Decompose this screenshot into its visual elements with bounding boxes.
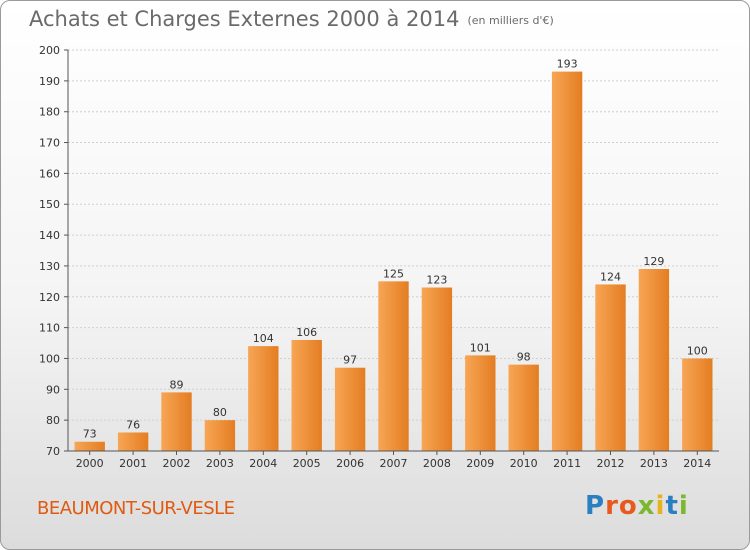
bar <box>465 355 496 451</box>
bar-value-label: 193 <box>557 58 578 71</box>
x-tick-label: 2012 <box>597 457 625 470</box>
bar <box>551 71 583 451</box>
bar <box>161 392 192 451</box>
x-tick-label: 2002 <box>163 457 191 470</box>
y-tick-label: 200 <box>39 44 60 57</box>
y-tick-label: 70 <box>46 445 60 458</box>
y-tick-label: 140 <box>39 229 60 242</box>
x-tick-label: 2010 <box>510 457 538 470</box>
axes-group: 7080901001101201301401501601701801902002… <box>39 44 719 470</box>
bar <box>378 281 409 451</box>
bar-value-label: 123 <box>426 274 447 287</box>
bar-value-label: 124 <box>600 270 621 283</box>
bar-value-label: 97 <box>343 354 357 367</box>
bar <box>117 432 149 451</box>
bar-value-label: 101 <box>470 341 491 354</box>
bar-value-label: 129 <box>643 255 664 268</box>
bar <box>638 269 670 451</box>
bar <box>421 287 453 451</box>
bar <box>508 364 539 451</box>
bars-group <box>74 71 713 451</box>
y-tick-label: 120 <box>39 291 60 304</box>
bar <box>74 441 105 451</box>
y-tick-label: 160 <box>39 167 60 180</box>
x-tick-label: 2013 <box>640 457 668 470</box>
commune-name: BEAUMONT-SUR-VESLE <box>37 498 235 519</box>
x-tick-label: 2001 <box>119 457 147 470</box>
x-tick-label: 2011 <box>553 457 581 470</box>
bar <box>595 284 626 451</box>
chart-title-text: Achats et Charges Externes 2000 à 2014 <box>29 7 460 31</box>
bar-value-label: 125 <box>383 267 404 280</box>
bar <box>248 346 279 451</box>
labels-group: 73 76 89 80 104 106 97 125 123 101 98 193 124 129 100 <box>83 58 708 441</box>
bar <box>291 339 322 451</box>
bar-value-label: 76 <box>126 418 140 431</box>
x-tick-label: 2003 <box>206 457 234 470</box>
x-tick-label: 2000 <box>76 457 104 470</box>
y-tick-label: 170 <box>39 137 60 150</box>
y-tick-label: 190 <box>39 75 60 88</box>
x-tick-label: 2005 <box>293 457 321 470</box>
chart-unit: (en milliers d'€) <box>467 14 554 27</box>
y-tick-label: 90 <box>46 383 60 396</box>
x-tick-label: 2004 <box>249 457 277 470</box>
x-tick-label: 2009 <box>466 457 494 470</box>
bar-value-label: 104 <box>253 332 274 345</box>
y-tick-label: 130 <box>39 260 60 273</box>
bar-value-label: 98 <box>517 351 531 364</box>
x-tick-label: 2008 <box>423 457 451 470</box>
x-tick-label: 2007 <box>380 457 408 470</box>
bar-value-label: 100 <box>687 344 708 357</box>
x-tick-label: 2006 <box>336 457 364 470</box>
bar <box>334 367 366 451</box>
bar <box>204 420 236 451</box>
bar-value-label: 106 <box>296 326 317 339</box>
bar-value-label: 89 <box>170 378 184 391</box>
bar-value-label: 80 <box>213 406 227 419</box>
y-tick-label: 150 <box>39 198 60 211</box>
bar <box>682 358 713 451</box>
y-tick-label: 100 <box>39 352 60 365</box>
chart-title: Achats et Charges Externes 2000 à 2014 (e… <box>29 7 554 31</box>
x-tick-label: 2014 <box>683 457 711 470</box>
y-tick-label: 80 <box>46 414 60 427</box>
y-tick-label: 110 <box>39 322 60 335</box>
proxiti-logo: Proxiti <box>585 491 689 521</box>
y-tick-label: 180 <box>39 106 60 119</box>
bar-value-label: 73 <box>83 428 97 441</box>
